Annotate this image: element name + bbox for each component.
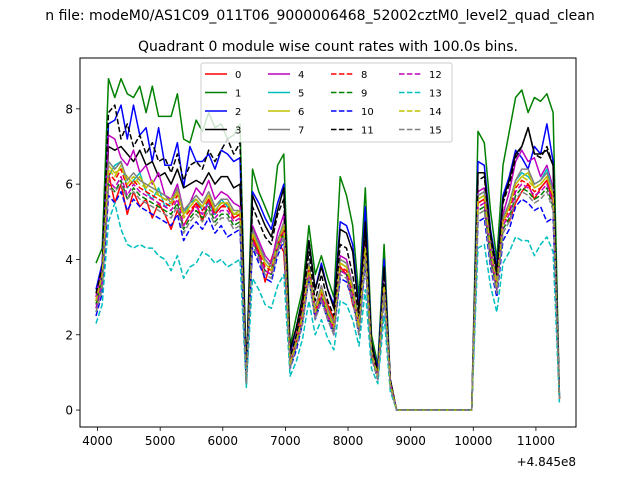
legend-label-4: 4 <box>298 70 304 81</box>
y-tick-label: 2 <box>65 328 73 342</box>
series-line-11 <box>95 104 561 411</box>
x-tick-label: 11000 <box>517 434 555 448</box>
series-line-14 <box>95 164 561 411</box>
legend-label-2: 2 <box>235 107 241 118</box>
plot-lines <box>95 77 561 411</box>
legend-label-5: 5 <box>298 89 304 100</box>
x-offset-text: +4.845e8 <box>517 455 576 469</box>
series-line-13 <box>95 202 561 411</box>
x-tick-label: 4000 <box>82 434 113 448</box>
axes-frame <box>79 57 577 428</box>
x-tick-label: 5000 <box>145 434 176 448</box>
series-line-7 <box>95 160 561 411</box>
figure-suptitle: n file: modeM0/AS1C09_011T06_9000006468_… <box>45 8 594 24</box>
x-tick-label: 9000 <box>395 434 426 448</box>
x-tick-label: 10000 <box>454 434 492 448</box>
legend-label-3: 3 <box>235 126 241 137</box>
x-tick-label: 8000 <box>333 434 364 448</box>
legend-label-7: 7 <box>298 126 304 137</box>
legend-label-1: 1 <box>235 89 241 100</box>
legend-label-10: 10 <box>361 107 374 118</box>
x-tick-label: 7000 <box>270 434 301 448</box>
y-tick-label: 4 <box>65 253 73 267</box>
series-line-1 <box>95 77 561 411</box>
legend-label-15: 15 <box>429 126 442 137</box>
y-tick-label: 0 <box>65 404 73 418</box>
legend-label-0: 0 <box>235 70 241 81</box>
x-tick-label: 6000 <box>208 434 239 448</box>
legend-label-13: 13 <box>429 89 442 100</box>
legend-label-11: 11 <box>361 126 374 137</box>
series-line-15 <box>95 183 561 411</box>
legend-label-9: 9 <box>361 89 367 100</box>
legend-label-12: 12 <box>429 70 442 81</box>
series-line-12 <box>95 175 561 411</box>
y-tick-label: 6 <box>65 178 73 192</box>
series-line-3 <box>95 126 561 411</box>
legend-box <box>200 62 453 143</box>
chart-title: Quadrant 0 module wise count rates with … <box>138 39 518 55</box>
axes-ticks: 4000 5000 6000 7000 8000 9000 10000 11000 0 2 4 6 8 <box>65 102 555 448</box>
legend-label-6: 6 <box>298 107 304 118</box>
legend-label-14: 14 <box>429 107 442 118</box>
legend-label-8: 8 <box>361 70 367 81</box>
y-tick-label: 8 <box>65 102 73 116</box>
